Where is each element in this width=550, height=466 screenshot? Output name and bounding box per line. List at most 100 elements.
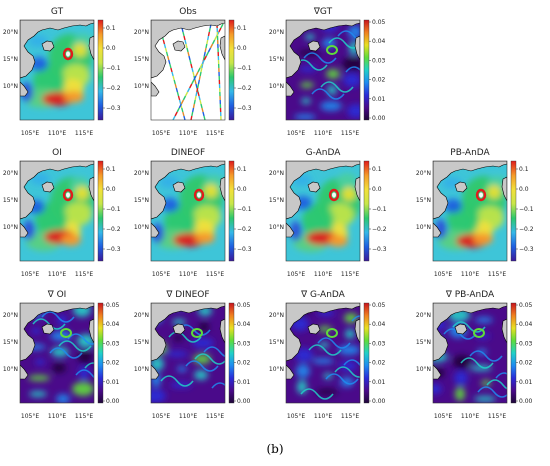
colorbar-tick-label: 0.00 bbox=[519, 398, 533, 405]
map-grad: 105°E 110°E 115°E20°N15°N10°N0.050.040.030… bbox=[269, 302, 386, 420]
y-tick-label: 15°N bbox=[134, 339, 149, 346]
land-mask bbox=[20, 20, 94, 79]
land-mask bbox=[307, 40, 321, 52]
y-tick-label: 10°N bbox=[269, 83, 284, 90]
x-tick-label: 115°E bbox=[75, 413, 93, 420]
colorbar-tick-label: 0.00 bbox=[372, 115, 386, 122]
panel-title: ∇GT bbox=[313, 7, 333, 17]
y-tick-label: 20°N bbox=[269, 29, 284, 36]
colorbar-tick-label: 0.01 bbox=[237, 379, 251, 386]
colorbar-tick-label: 0.04 bbox=[106, 321, 120, 328]
colorbar-tick-label: 0.01 bbox=[372, 379, 386, 386]
panel-4: OI 105°E 110°E 115°E 20°N 15°N 10°N 0.1 0.0 −0.1 −… bbox=[3, 148, 121, 278]
land-mask bbox=[41, 323, 55, 335]
colorbar-tick-label: 0.01 bbox=[106, 379, 120, 386]
x-tick-label: 110°E bbox=[314, 130, 332, 137]
colorbar-tick-label: 0.04 bbox=[519, 321, 533, 328]
x-tick-label: 105°E bbox=[434, 271, 452, 278]
x-tick-label: 110°E bbox=[314, 271, 332, 278]
panel-6: G-AnDA 105°E 110°E 115°E 20°N 15°N 10°N 0.1 0.0 −… bbox=[269, 148, 387, 278]
x-tick-label: 105°E bbox=[152, 271, 170, 278]
y-tick-label: 20°N bbox=[3, 312, 18, 319]
y-tick-label: 15°N bbox=[3, 56, 18, 63]
y-tick-label: 10°N bbox=[3, 224, 18, 231]
colorbar-ssh: 0.1 0.0 −0.1 −0.2 −0.3 bbox=[363, 160, 387, 262]
land-mask bbox=[454, 181, 468, 193]
y-tick-label: 20°N bbox=[3, 170, 18, 177]
y-tick-label: 20°N bbox=[416, 312, 431, 319]
land-mask bbox=[20, 161, 94, 220]
colorbar-ssh: 0.1 0.0 −0.1 −0.2 −0.3 bbox=[228, 160, 252, 262]
colorbar-tick-label: 0.0 bbox=[106, 186, 116, 193]
colorbar-ssh: 0.1 0.0 −0.1 −0.2 −0.3 bbox=[228, 19, 252, 121]
x-tick-label: 115°E bbox=[488, 413, 506, 420]
x-tick-label: 105°E bbox=[152, 130, 170, 137]
land-mask bbox=[354, 176, 360, 202]
colorbar-tick-label: 0.03 bbox=[372, 57, 386, 64]
land-mask bbox=[20, 222, 29, 238]
map-grad: 105°E 110°E 115°E20°N15°N10°N0.050.040.030… bbox=[134, 302, 251, 420]
land-mask bbox=[20, 81, 29, 97]
colorbar-tick-label: 0.1 bbox=[106, 166, 116, 173]
x-tick-label: 110°E bbox=[179, 271, 197, 278]
x-tick-label: 115°E bbox=[206, 271, 224, 278]
colorbar-tick-label: 0.1 bbox=[372, 166, 382, 173]
colorbar-tick-label: 0.05 bbox=[106, 302, 120, 309]
land-mask bbox=[41, 181, 55, 193]
y-tick-label: 20°N bbox=[416, 170, 431, 177]
colorbar-tick-label: 0.00 bbox=[237, 398, 251, 405]
x-tick-label: 115°E bbox=[488, 271, 506, 278]
land-mask bbox=[433, 303, 507, 362]
panel-title: ∇ OI bbox=[47, 290, 67, 300]
panel-title: ∇ DINEOF bbox=[165, 290, 209, 300]
map-ssh: 105°E 110°E 115°E 20°N 15°N 10°N 0.1 0.0 −0.1 −0.… bbox=[134, 160, 252, 278]
x-tick-label: 110°E bbox=[48, 271, 66, 278]
panel-title: G-AnDA bbox=[306, 148, 342, 158]
x-tick-label: 115°E bbox=[341, 413, 359, 420]
colorbar-tick-label: 0.0 bbox=[237, 186, 247, 193]
land-mask bbox=[286, 161, 360, 220]
y-tick-label: 15°N bbox=[269, 339, 284, 346]
x-tick-label: 115°E bbox=[75, 271, 93, 278]
x-tick-label: 115°E bbox=[206, 130, 224, 137]
colorbar-tick-label: 0.01 bbox=[372, 96, 386, 103]
colorbar-tick-label: 0.02 bbox=[237, 360, 251, 367]
y-tick-label: 20°N bbox=[134, 312, 149, 319]
colorbar-grad: 0.05 0.04 0.03 0.02 0.01 0.00 bbox=[97, 302, 120, 405]
colorbar-tick-label: −0.3 bbox=[106, 246, 121, 253]
map-grad: 105°E 110°E 115°E20°N15°N10°N0.050.040.030… bbox=[416, 302, 533, 420]
colorbar-tick-label: 0.04 bbox=[372, 321, 386, 328]
figure-caption: (b) bbox=[266, 442, 284, 456]
x-tick-label: 105°E bbox=[21, 271, 39, 278]
land-mask bbox=[286, 81, 295, 97]
x-tick-label: 110°E bbox=[48, 413, 66, 420]
colorbar-tick-label: −0.1 bbox=[372, 206, 387, 213]
y-tick-label: 20°N bbox=[134, 29, 149, 36]
y-tick-label: 10°N bbox=[269, 366, 284, 373]
x-tick-label: 105°E bbox=[434, 413, 452, 420]
land-mask bbox=[20, 303, 94, 362]
land-mask bbox=[286, 303, 360, 362]
land-mask bbox=[41, 40, 55, 52]
panel-5: DINEOF 105°E 110°E 115°E 20°N 15°N 10°N 0.1 0.0 −… bbox=[134, 148, 252, 278]
colorbar-tick-label: 0.02 bbox=[372, 77, 386, 84]
colorbar-tick-label: 0.02 bbox=[106, 360, 120, 367]
colorbar-tick-label: −0.3 bbox=[106, 105, 121, 112]
colorbar-tick-label: 0.04 bbox=[237, 321, 251, 328]
y-tick-label: 10°N bbox=[416, 224, 431, 231]
colorbar-tick-label: 0.02 bbox=[519, 360, 533, 367]
map-grad: 105°E 110°E 115°E20°N15°N10°N0.050.040.030… bbox=[269, 19, 386, 137]
panel-title: OI bbox=[52, 148, 62, 158]
colorbar-grad: 0.05 0.04 0.03 0.02 0.01 0.00 bbox=[363, 302, 386, 405]
colorbar-tick-label: 0.00 bbox=[106, 398, 120, 405]
y-tick-label: 10°N bbox=[269, 224, 284, 231]
x-tick-label: 110°E bbox=[179, 413, 197, 420]
panel-7: PB-AnDA 105°E 110°E 115°E 20°N 15°N 10°N 0.1 0.0… bbox=[416, 148, 534, 278]
panel-1: Obs 105°E 110°E 115°E 20°N 15°N 10°N 0.1 0.0 −0.1… bbox=[134, 7, 252, 137]
map-obs: 105°E 110°E 115°E 20°N 15°N 10°N 0.1 0.0 −0.1 −0.… bbox=[134, 19, 252, 137]
x-tick-label: 110°E bbox=[461, 271, 479, 278]
x-tick-label: 115°E bbox=[206, 413, 224, 420]
